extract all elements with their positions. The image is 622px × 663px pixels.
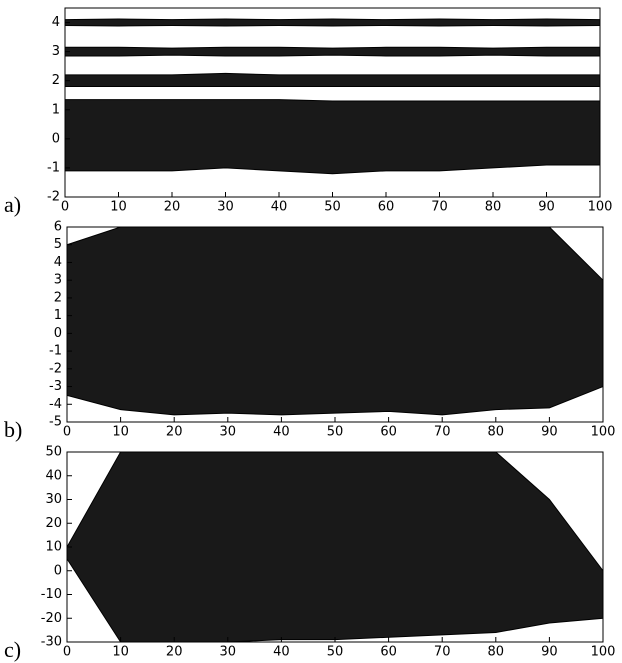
x-tick-label: 70 [434, 425, 451, 440]
x-tick-label: 40 [271, 200, 288, 215]
x-tick-label: 90 [541, 645, 558, 660]
y-tick-label: -3 [49, 379, 62, 394]
x-tick-label: 60 [378, 200, 395, 215]
x-tick-label: 10 [112, 645, 129, 660]
x-tick-label: 30 [220, 645, 237, 660]
panel-label: c) [4, 637, 21, 662]
x-tick-label: 0 [61, 200, 69, 215]
y-tick-label: 0 [54, 563, 62, 578]
y-tick-label: 2 [52, 73, 60, 88]
x-tick-label: 80 [485, 200, 502, 215]
x-tick-label: 90 [541, 425, 558, 440]
y-tick-label: 5 [54, 237, 62, 252]
x-tick-label: 0 [63, 645, 71, 660]
x-tick-label: 90 [538, 200, 555, 215]
x-tick-label: 70 [431, 200, 448, 215]
data-band [66, 451, 604, 643]
data-band [64, 99, 601, 175]
y-tick-label: 40 [45, 468, 62, 483]
x-tick-label: 10 [110, 200, 127, 215]
y-tick-label: 4 [54, 255, 62, 270]
y-tick-label: -4 [49, 397, 62, 412]
y-tick-label: -1 [47, 160, 60, 175]
x-tick-label: 30 [220, 425, 237, 440]
y-tick-label: 0 [52, 131, 60, 146]
x-tick-label: 20 [164, 200, 181, 215]
y-tick-label: -20 [41, 611, 62, 626]
x-tick-label: 0 [63, 425, 71, 440]
x-tick-label: 40 [273, 425, 290, 440]
x-tick-label: 10 [112, 425, 129, 440]
y-tick-label: 1 [52, 102, 60, 117]
y-tick-label: 3 [54, 273, 62, 288]
y-tick-label: 1 [54, 308, 62, 323]
x-tick-label: 60 [380, 425, 397, 440]
x-tick-label: 50 [324, 200, 341, 215]
panel-label: a) [4, 192, 21, 217]
x-tick-label: 100 [591, 645, 616, 660]
y-tick-label: 6 [54, 220, 62, 235]
y-tick-label: -2 [47, 190, 60, 205]
panel-label: b) [4, 417, 22, 442]
x-tick-label: 20 [166, 425, 183, 440]
y-tick-label: 0 [54, 326, 62, 341]
data-band [64, 18, 601, 27]
y-tick-label: -2 [49, 361, 62, 376]
x-tick-label: 80 [488, 645, 505, 660]
y-tick-label: 30 [45, 492, 62, 507]
x-tick-label: 70 [434, 645, 451, 660]
y-tick-label: 20 [45, 516, 62, 531]
x-tick-label: 30 [217, 200, 234, 215]
x-tick-label: 50 [327, 425, 344, 440]
x-tick-label: 60 [380, 645, 397, 660]
y-tick-label: -5 [49, 415, 62, 430]
y-tick-label: -10 [41, 587, 62, 602]
x-tick-label: 80 [488, 425, 505, 440]
y-tick-label: 10 [45, 540, 62, 555]
x-tick-label: 40 [273, 645, 290, 660]
y-tick-label: 2 [54, 290, 62, 305]
y-tick-label: -1 [49, 344, 62, 359]
x-tick-label: 100 [588, 200, 613, 215]
y-tick-label: -30 [41, 635, 62, 650]
data-band [64, 72, 601, 88]
data-band [66, 226, 604, 416]
data-band [64, 46, 601, 57]
y-tick-label: 3 [52, 44, 60, 59]
x-tick-label: 100 [591, 425, 616, 440]
x-tick-label: 20 [166, 645, 183, 660]
y-tick-label: 4 [52, 15, 60, 30]
y-tick-label: 50 [45, 445, 62, 460]
x-tick-label: 50 [327, 645, 344, 660]
